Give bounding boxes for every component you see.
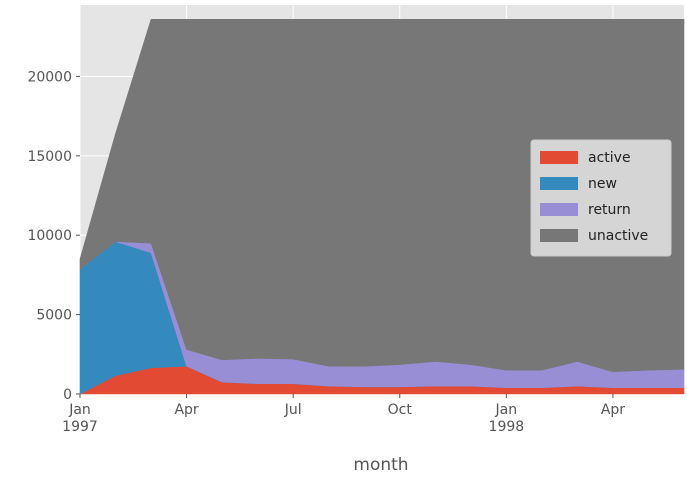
legend-swatch-return [540, 203, 578, 216]
x-tick-label: Oct [388, 402, 413, 418]
x-axis-label: month [353, 455, 408, 475]
x-tick-label: Jan [495, 402, 518, 418]
x-tick-year-label: 1998 [489, 419, 525, 435]
legend-swatch-unactive [540, 229, 578, 242]
y-tick-label: 0 [63, 387, 72, 403]
y-tick-label: 20000 [27, 69, 72, 85]
y-axis-ticks: 0 5000 10000 15000 20000 [27, 69, 80, 403]
legend-label-return: return [588, 202, 631, 218]
y-tick-label: 15000 [27, 149, 72, 165]
legend: active new return unactive [530, 139, 672, 257]
area-unactive [79, 18, 685, 373]
legend-label-unactive: unactive [588, 228, 648, 244]
x-tick-label: Jul [284, 402, 302, 418]
area-series [79, 18, 685, 395]
legend-label-new: new [588, 176, 617, 192]
legend-swatch-new [540, 177, 578, 190]
legend-box [530, 139, 672, 257]
x-tick-label: Apr [174, 402, 198, 418]
legend-label-active: active [588, 150, 631, 166]
x-tick-year-label: 1997 [62, 419, 98, 435]
y-tick-label: 10000 [27, 228, 72, 244]
x-tick-label: Jan [68, 402, 91, 418]
legend-swatch-active [540, 151, 578, 164]
y-tick-label: 5000 [36, 308, 72, 324]
x-tick-label: Apr [601, 402, 625, 418]
